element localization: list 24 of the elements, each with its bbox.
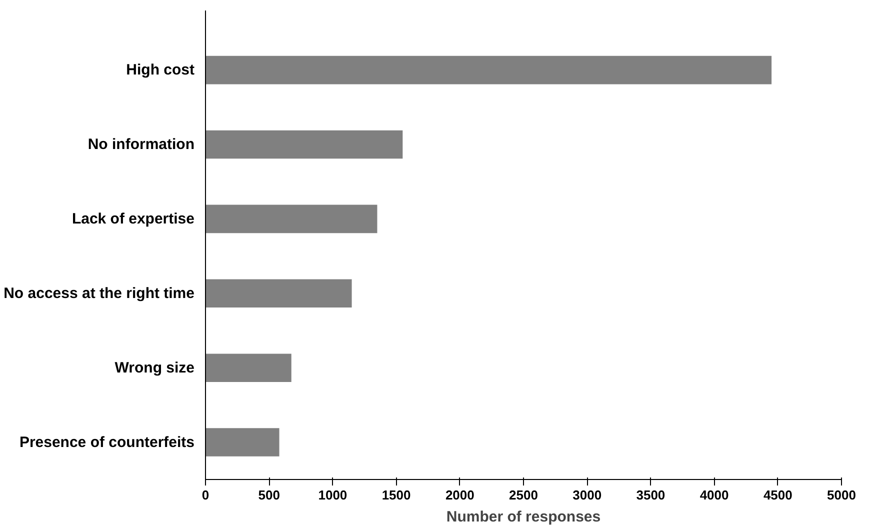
x-axis-title: Number of responses — [446, 508, 601, 526]
x-tick-label: 3500 — [636, 488, 666, 502]
x-tick-label: 1500 — [382, 488, 411, 502]
y-tick-label: Presence of counterfeits — [19, 434, 195, 451]
bar — [206, 428, 280, 456]
x-tick-label: 3000 — [572, 488, 602, 502]
y-tick-label: No access at the right time — [4, 284, 195, 302]
y-tick-label: High cost — [126, 62, 195, 79]
x-tick-label: 4000 — [700, 488, 729, 502]
bar — [206, 279, 352, 308]
bar — [206, 56, 772, 84]
x-tick-label: 500 — [258, 488, 280, 502]
x-tick-label: 0 — [202, 488, 210, 502]
y-tick-label: Lack of expertise — [72, 210, 195, 228]
x-tick-label: 2500 — [509, 488, 538, 502]
y-tick-label: No information — [88, 136, 194, 153]
x-tick-label: 5000 — [827, 488, 856, 502]
x-tick-label: 4500 — [763, 488, 792, 502]
bar — [206, 130, 403, 159]
y-tick-label: Wrong size — [114, 359, 195, 376]
bar — [206, 204, 378, 234]
x-tick-label: 1000 — [318, 488, 348, 502]
bar — [206, 354, 292, 382]
x-tick-label: 2000 — [445, 488, 474, 502]
